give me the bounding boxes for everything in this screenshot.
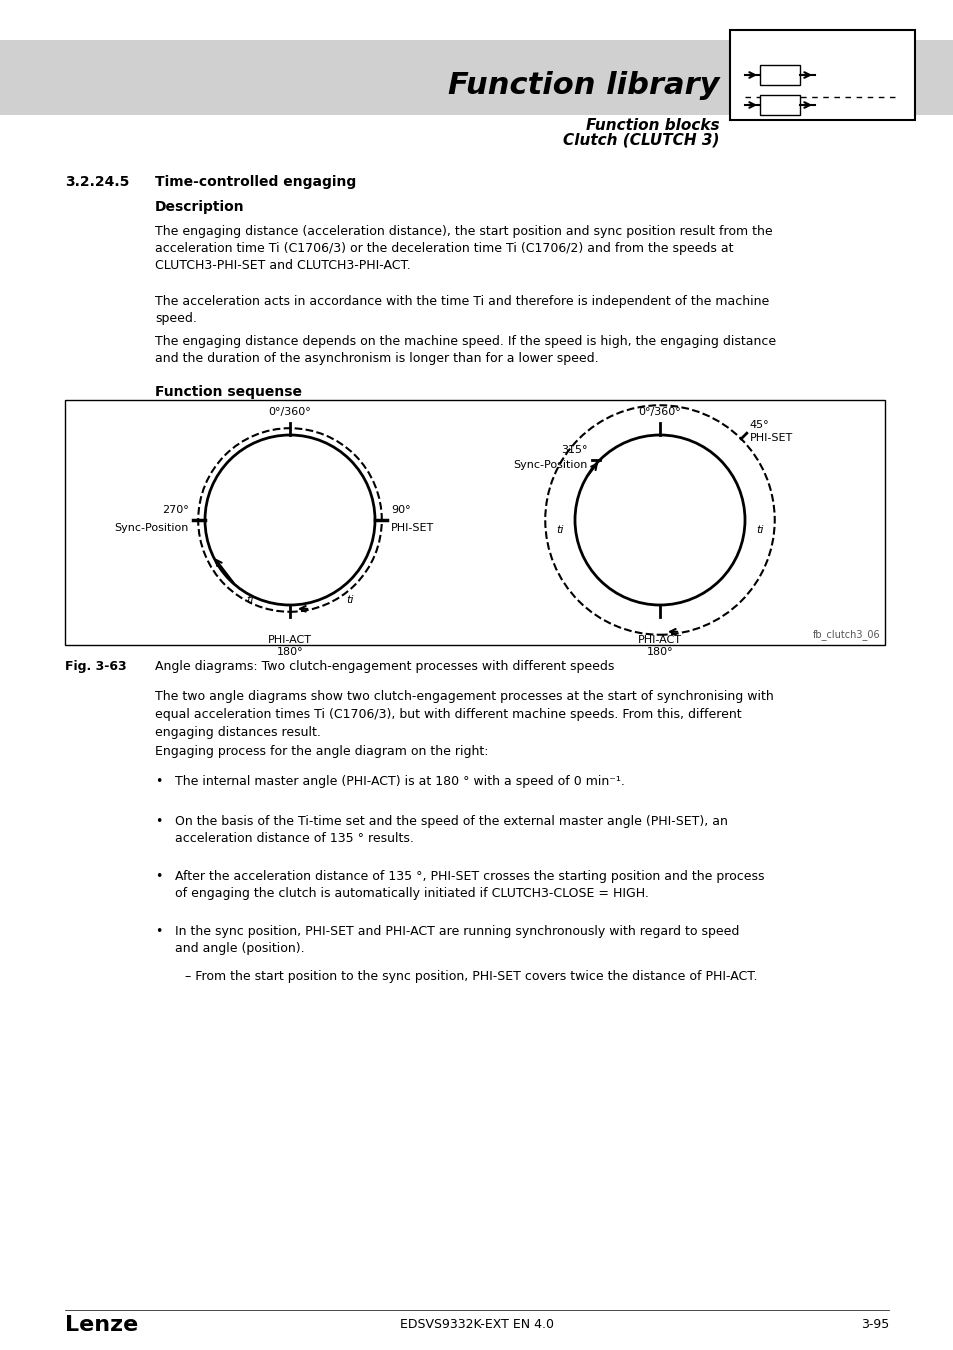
Text: PHI-SET: PHI-SET bbox=[749, 433, 792, 443]
Text: Engaging process for the angle diagram on the right:: Engaging process for the angle diagram o… bbox=[154, 745, 488, 757]
Text: 0°/360°: 0°/360° bbox=[638, 406, 680, 417]
Text: •: • bbox=[154, 869, 162, 883]
Text: •: • bbox=[154, 925, 162, 938]
Text: After the acceleration distance of 135 °, PHI-SET crosses the starting position : After the acceleration distance of 135 °… bbox=[174, 869, 763, 900]
Text: – From the start position to the sync position, PHI-SET covers twice the distanc: – From the start position to the sync po… bbox=[185, 971, 757, 983]
Text: Fig. 3-63: Fig. 3-63 bbox=[65, 660, 127, 674]
Text: 315°: 315° bbox=[560, 446, 587, 455]
Text: Function sequense: Function sequense bbox=[154, 385, 302, 400]
Text: 270°: 270° bbox=[162, 505, 189, 514]
Text: The engaging distance (acceleration distance), the start position and sync posit: The engaging distance (acceleration dist… bbox=[154, 225, 772, 271]
Text: Lenze: Lenze bbox=[65, 1315, 138, 1335]
Text: The acceleration acts in accordance with the time Ti and therefore is independen: The acceleration acts in accordance with… bbox=[154, 296, 768, 325]
Text: Description: Description bbox=[154, 200, 244, 215]
Text: Sync-Position: Sync-Position bbox=[513, 460, 587, 470]
Text: PHI-ACT: PHI-ACT bbox=[638, 634, 681, 645]
Text: ti: ti bbox=[346, 595, 354, 605]
Bar bbox=[760, 65, 800, 85]
Bar bbox=[729, 30, 914, 120]
Text: Sync-Position: Sync-Position bbox=[114, 522, 189, 533]
Text: 0°/360°: 0°/360° bbox=[269, 406, 311, 417]
Text: Function blocks: Function blocks bbox=[586, 117, 720, 132]
Text: The engaging distance depends on the machine speed. If the speed is high, the en: The engaging distance depends on the mac… bbox=[154, 335, 776, 365]
Text: Clutch (CLUTCH 3): Clutch (CLUTCH 3) bbox=[563, 132, 720, 147]
Text: 180°: 180° bbox=[646, 647, 673, 657]
Text: 90°: 90° bbox=[391, 505, 410, 514]
Text: The two angle diagrams show two clutch-engagement processes at the start of sync: The two angle diagrams show two clutch-e… bbox=[154, 690, 773, 738]
Text: •: • bbox=[154, 815, 162, 828]
Text: The internal master angle (PHI-ACT) is at 180 ° with a speed of 0 min⁻¹.: The internal master angle (PHI-ACT) is a… bbox=[174, 775, 624, 788]
Bar bbox=[0, 40, 953, 115]
Text: In the sync position, PHI-SET and PHI-ACT are running synchronously with regard : In the sync position, PHI-SET and PHI-AC… bbox=[174, 925, 739, 954]
Text: ti: ti bbox=[556, 525, 563, 535]
Text: ti: ti bbox=[246, 595, 253, 605]
Text: On the basis of the Ti-time set and the speed of the external master angle (PHI-: On the basis of the Ti-time set and the … bbox=[174, 815, 727, 845]
Text: fb_clutch3_06: fb_clutch3_06 bbox=[812, 629, 879, 640]
Text: 3-95: 3-95 bbox=[860, 1319, 888, 1331]
Bar bbox=[760, 95, 800, 115]
Text: EDSVS9332K-EXT EN 4.0: EDSVS9332K-EXT EN 4.0 bbox=[399, 1319, 554, 1331]
Text: •: • bbox=[154, 775, 162, 788]
Bar bbox=[65, 400, 884, 645]
Text: PHI-ACT: PHI-ACT bbox=[268, 634, 312, 645]
Text: 45°: 45° bbox=[749, 420, 768, 431]
Text: PHI-SET: PHI-SET bbox=[391, 522, 434, 533]
Text: Function library: Function library bbox=[448, 70, 720, 100]
Text: 180°: 180° bbox=[276, 647, 303, 657]
Text: Angle diagrams: Two clutch-engagement processes with different speeds: Angle diagrams: Two clutch-engagement pr… bbox=[154, 660, 614, 674]
Text: Time-controlled engaging: Time-controlled engaging bbox=[154, 176, 355, 189]
Text: ti: ti bbox=[755, 525, 762, 535]
Text: 3.2.24.5: 3.2.24.5 bbox=[65, 176, 130, 189]
